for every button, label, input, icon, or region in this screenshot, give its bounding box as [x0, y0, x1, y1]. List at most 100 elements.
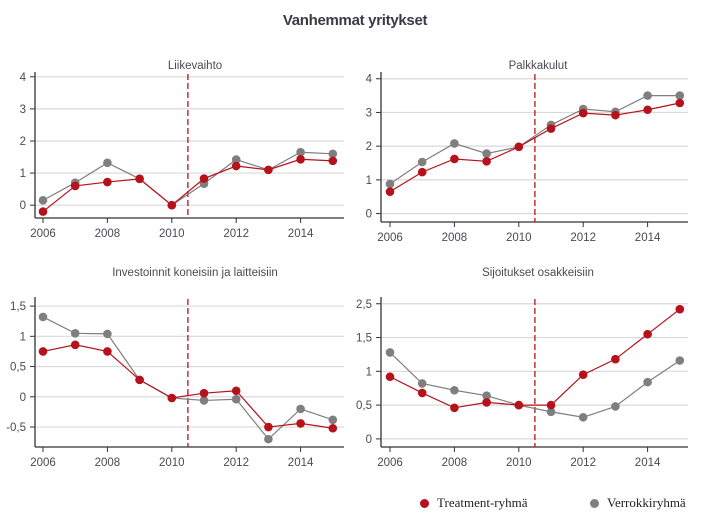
x-tick-label: 2008 [442, 232, 468, 244]
x-tick-label: 2006 [30, 228, 56, 240]
x-tick-label: 2012 [570, 457, 596, 469]
treatment-point [578, 370, 588, 380]
y-tick-label: 2 [366, 141, 372, 153]
panel-title: Sijoitukset osakkeisiin [482, 267, 594, 279]
legend-treatment-marker [420, 498, 429, 508]
treatment-point [103, 347, 112, 356]
treatment-point [296, 419, 305, 428]
treatment-point [482, 157, 491, 166]
control-point [103, 329, 112, 339]
treatment-point [385, 372, 395, 382]
legend-control-marker [590, 498, 599, 508]
control-point [643, 91, 652, 100]
treatment-point [264, 422, 273, 432]
x-tick-label: 2012 [570, 232, 596, 244]
treatment-point [417, 167, 427, 177]
treatment-point [417, 388, 427, 398]
legend-item-treatment: Treatment-ryhmä [420, 495, 528, 511]
y-tick-label: 1 [366, 175, 372, 187]
charts-area: Liikevaihto 0 1 2 3 4 2006 2008 2010 2012 2014 Palk… [6, 60, 688, 469]
control-point [199, 396, 209, 405]
treatment-point [482, 398, 491, 407]
treatment-point [675, 304, 685, 314]
treatment-point [611, 110, 620, 120]
treatment-point [135, 375, 144, 385]
y-tick-label: 4 [20, 72, 27, 84]
control-point [231, 394, 241, 404]
treatment-point [199, 174, 209, 183]
treatment-point [231, 161, 241, 171]
treatment-point [103, 177, 112, 187]
treatment-point [643, 105, 652, 115]
treatment-line [389, 102, 680, 193]
control-point [675, 91, 685, 100]
control-point [296, 404, 305, 414]
treatment-point [70, 340, 80, 350]
x-tick-label: 2008 [95, 228, 121, 240]
x-tick-label: 2010 [159, 228, 185, 240]
x-tick-label: 2014 [288, 228, 314, 240]
treatment-point [199, 388, 209, 398]
treatment-point [611, 354, 620, 364]
treatment-point [167, 200, 177, 210]
panel-title: Investoinnit koneisiin ja laitteisiin [112, 267, 278, 279]
control-point [231, 155, 241, 164]
treatment-point [578, 108, 588, 118]
control-point [385, 179, 395, 189]
treatment-point [167, 393, 177, 403]
control-point [546, 407, 556, 417]
control-point [328, 149, 338, 159]
y-tick-label: 0 [366, 209, 372, 221]
treatment-point [296, 154, 305, 164]
control-point [38, 196, 48, 205]
treatment-point [450, 154, 459, 164]
treatment-point [514, 142, 524, 152]
control-point [450, 139, 459, 148]
y-tick-label: 1 [20, 168, 26, 180]
control-point [328, 415, 338, 425]
y-tick-label: 4 [366, 74, 373, 86]
legend-treatment-label: Treatment-ryhmä [437, 495, 528, 510]
panel-title: Palkkakulut [509, 60, 569, 72]
treatment-line [42, 158, 333, 213]
treatment-point [328, 156, 338, 166]
control-point [296, 147, 305, 157]
x-tick-label: 2010 [506, 232, 532, 244]
control-point [578, 412, 588, 422]
x-tick-label: 2006 [30, 457, 56, 469]
treatment-point [135, 174, 144, 184]
y-tick-label: 3 [20, 104, 26, 116]
treatment-point [264, 165, 273, 175]
y-tick-label: 0 [20, 392, 26, 404]
treatment-point [675, 98, 685, 108]
treatment-point [385, 187, 395, 196]
treatment-point [450, 403, 459, 413]
control-point [450, 385, 459, 395]
treatment-point [546, 124, 556, 133]
y-tick-label: 0,5 [10, 362, 26, 374]
y-tick-label: -0,5 [6, 422, 26, 434]
treatment-point [38, 207, 48, 216]
legend-control-label: Verrokkiryhmä [607, 495, 686, 510]
control-point [103, 158, 112, 168]
treatment-line [389, 308, 681, 409]
panel-title: Liikevaihto [168, 60, 222, 72]
y-tick-label: 2,5 [356, 299, 372, 311]
control-line [42, 151, 333, 206]
x-tick-label: 2014 [635, 232, 661, 244]
control-line [389, 351, 681, 418]
treatment-point [70, 181, 80, 191]
legend-item-control: Verrokkiryhmä [590, 495, 686, 511]
y-tick-label: 3 [366, 107, 372, 119]
y-tick-label: 1 [366, 366, 372, 378]
treatment-line [42, 344, 333, 429]
control-line [42, 316, 333, 441]
control-line [389, 94, 680, 185]
control-point [417, 379, 427, 388]
control-point [264, 434, 273, 444]
treatment-point [38, 347, 48, 356]
x-tick-label: 2012 [223, 457, 249, 469]
treatment-point [514, 400, 524, 410]
x-tick-label: 2012 [223, 228, 249, 240]
control-point [417, 157, 427, 167]
